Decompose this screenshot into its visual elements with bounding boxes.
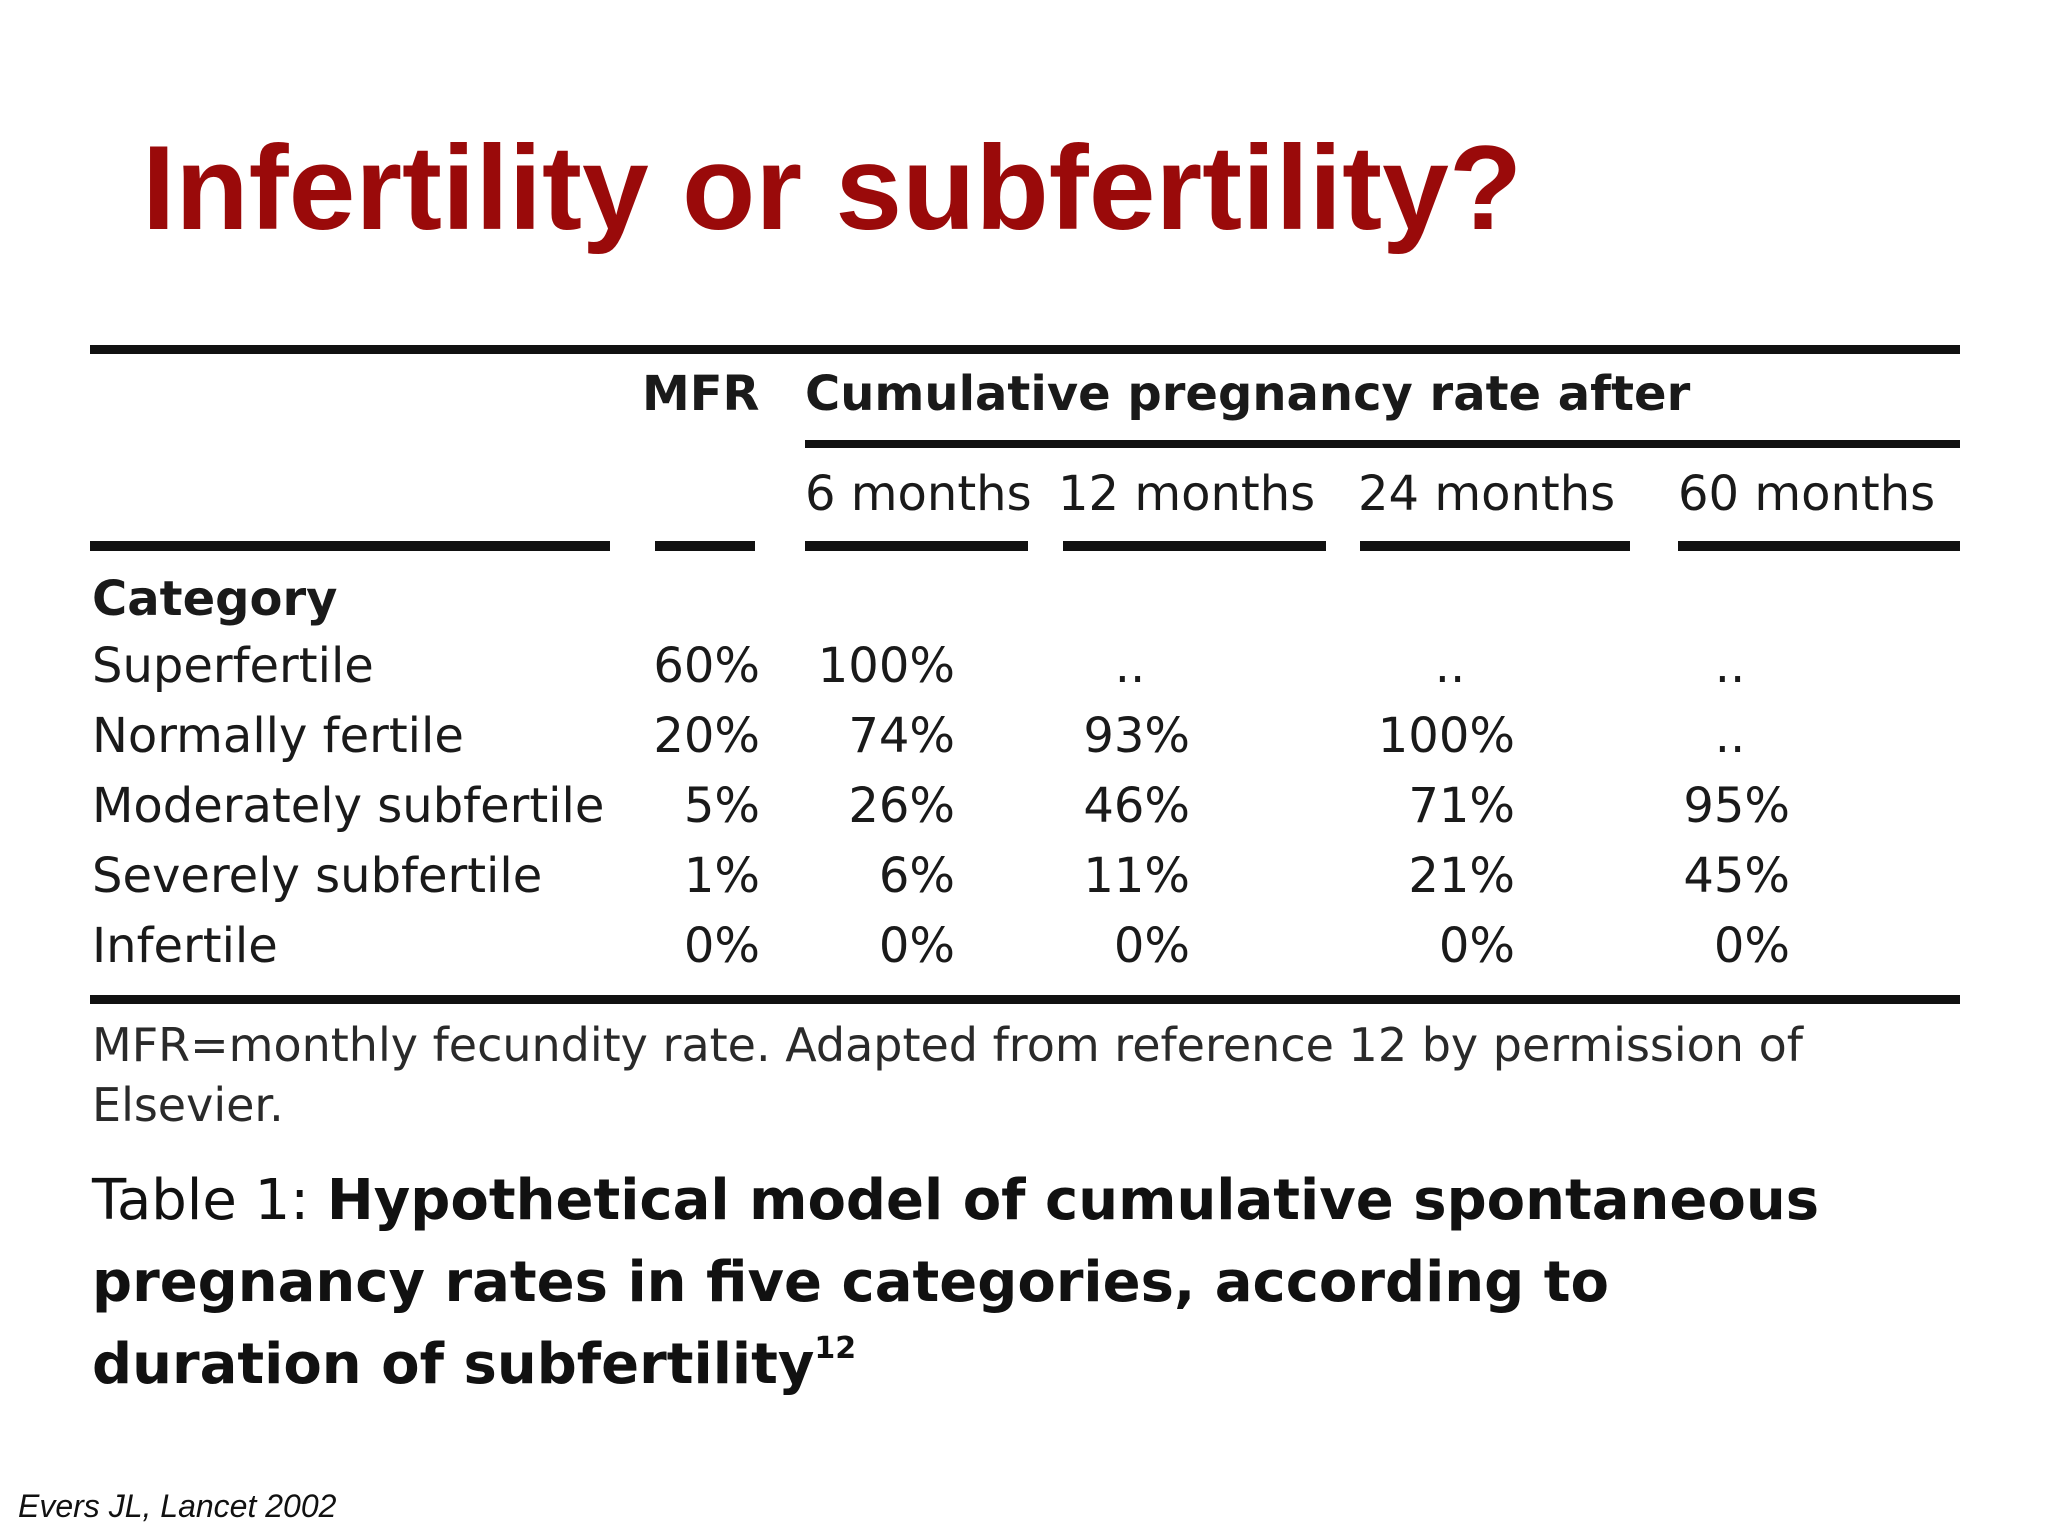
mfr-column-rule bbox=[655, 541, 755, 551]
mfr-header: MFR bbox=[642, 366, 760, 422]
table-bottom-rule bbox=[90, 995, 1960, 1004]
row-severely-subfertile-6m: 6% bbox=[878, 848, 955, 904]
row-infertile-12m: 0% bbox=[1113, 918, 1190, 974]
row-normally-fertile-24m: 100% bbox=[1377, 708, 1515, 764]
row-normally-fertile-category: Normally fertile bbox=[92, 708, 464, 764]
row-moderately-subfertile-60m: 95% bbox=[1683, 778, 1790, 834]
category-column-rule bbox=[90, 541, 610, 551]
caption-label: Table 1: bbox=[92, 1168, 310, 1233]
row-superfertile-6m: 100% bbox=[817, 638, 955, 694]
slide-citation: Evers JL, Lancet 2002 bbox=[18, 1488, 337, 1524]
slide-title: Infertility or subfertility? bbox=[142, 121, 1523, 255]
12-months-column-rule bbox=[1063, 541, 1326, 551]
row-moderately-subfertile-12m: 46% bbox=[1083, 778, 1190, 834]
row-infertile-mfr: 0% bbox=[683, 918, 760, 974]
row-infertile-6m: 0% bbox=[878, 918, 955, 974]
period-header-12-months: 12 months bbox=[1058, 466, 1316, 522]
6-months-column-rule bbox=[805, 541, 1028, 551]
row-severely-subfertile-12m: 11% bbox=[1083, 848, 1190, 904]
row-severely-subfertile-24m: 21% bbox=[1408, 848, 1515, 904]
60-months-column-rule bbox=[1678, 541, 1960, 551]
row-infertile-category: Infertile bbox=[92, 918, 278, 974]
group-header-rule bbox=[805, 440, 1960, 448]
row-normally-fertile-6m: 74% bbox=[848, 708, 955, 764]
row-severely-subfertile-mfr: 1% bbox=[683, 848, 760, 904]
row-severely-subfertile-60m: 45% bbox=[1683, 848, 1790, 904]
row-normally-fertile-mfr: 20% bbox=[653, 708, 760, 764]
row-infertile-24m: 0% bbox=[1438, 918, 1515, 974]
row-normally-fertile-60m: .. bbox=[1714, 708, 1746, 764]
period-header-60-months: 60 months bbox=[1678, 466, 1936, 522]
row-infertile-60m: 0% bbox=[1713, 918, 1790, 974]
period-header-24-months: 24 months bbox=[1358, 466, 1616, 522]
row-superfertile-60m: .. bbox=[1714, 638, 1746, 694]
row-moderately-subfertile-24m: 71% bbox=[1408, 778, 1515, 834]
caption-text: Hypothetical model of cumulative spontan… bbox=[92, 1168, 1820, 1397]
table-footnote: MFR=monthly fecundity rate. Adapted from… bbox=[92, 1018, 1803, 1132]
row-normally-fertile-12m: 93% bbox=[1083, 708, 1190, 764]
cumulative-rate-header: Cumulative pregnancy rate after bbox=[805, 366, 1691, 422]
caption-reference-superscript: 12 bbox=[814, 1331, 857, 1366]
row-severely-subfertile-category: Severely subfertile bbox=[92, 848, 543, 904]
category-header: Category bbox=[92, 571, 338, 627]
table-top-rule bbox=[90, 345, 1960, 354]
row-superfertile-24m: .. bbox=[1434, 638, 1466, 694]
row-moderately-subfertile-6m: 26% bbox=[848, 778, 955, 834]
row-moderately-subfertile-category: Moderately subfertile bbox=[92, 778, 605, 834]
row-superfertile-12m: .. bbox=[1114, 638, 1146, 694]
row-superfertile-category: Superfertile bbox=[92, 638, 374, 694]
row-moderately-subfertile-mfr: 5% bbox=[683, 778, 760, 834]
table-caption: Table 1: Hypothetical model of cumulativ… bbox=[92, 1160, 1892, 1406]
period-header-6-months: 6 months bbox=[805, 466, 1032, 522]
24-months-column-rule bbox=[1360, 541, 1630, 551]
row-superfertile-mfr: 60% bbox=[653, 638, 760, 694]
